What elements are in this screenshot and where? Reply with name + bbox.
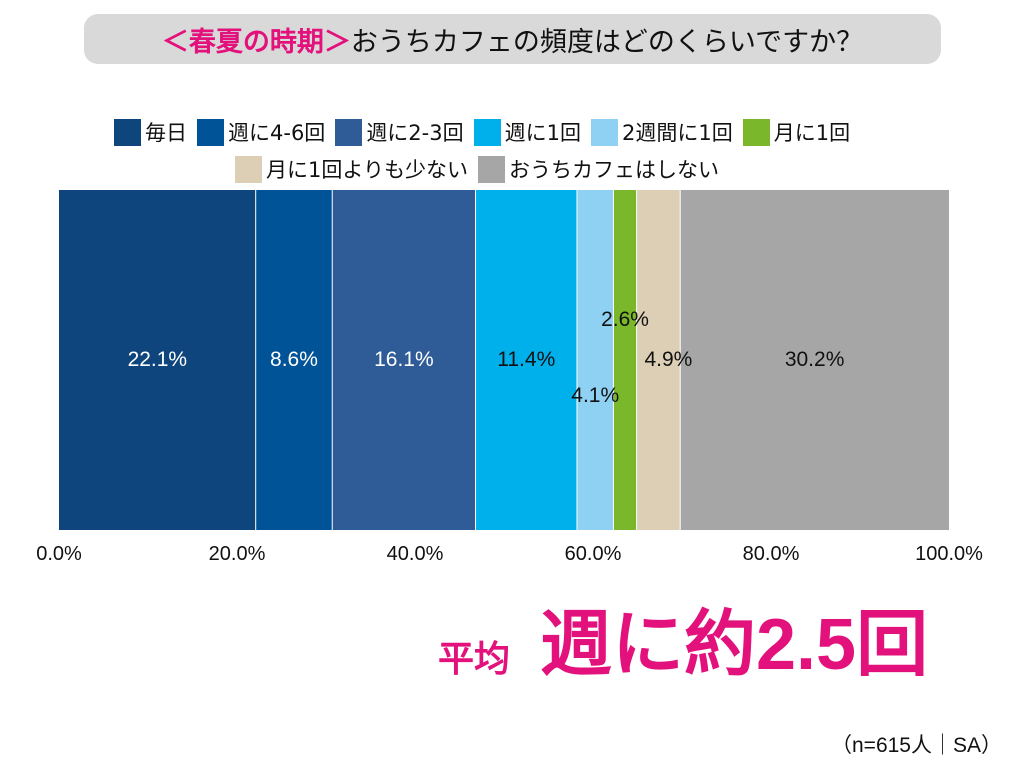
value-label-5: 4.1% <box>571 384 619 407</box>
x-tick-label: 20.0% <box>209 543 266 565</box>
value-label-7: 4.9% <box>644 348 692 371</box>
bar-segment-8 <box>680 190 949 530</box>
legend-swatch <box>114 118 141 146</box>
bar-segment-1 <box>59 190 256 530</box>
x-tick-label: 0.0% <box>36 543 82 565</box>
value-label-3: 16.1% <box>374 348 434 371</box>
x-tick-label: 80.0% <box>743 543 800 565</box>
legend-label: 週に1回 <box>504 121 581 145</box>
x-tick-label: 40.0% <box>387 543 444 565</box>
stacked-bar-chart: 22.1% 8.6% 16.1% 11.4% 4.1% 2.6% 4.9% 30.2% 0.0… <box>36 190 983 565</box>
legend-item-2-3-weekly: 週に2-3回 <box>335 117 464 147</box>
bar-segment-2 <box>255 190 333 530</box>
bar-segment-6 <box>613 190 637 530</box>
legend-label: 週に4-6回 <box>228 121 326 145</box>
value-label-6: 2.6% <box>601 308 649 331</box>
legend-label: 月に1回 <box>773 121 851 145</box>
legend-item-daily: 毎日 <box>114 117 187 147</box>
legend-item-4-6-weekly: 週に4-6回 <box>197 117 325 147</box>
legend-swatch <box>235 155 262 183</box>
value-label-2: 8.6% <box>270 348 318 371</box>
legend-swatch <box>591 118 618 146</box>
bar-segment-4 <box>475 190 577 530</box>
legend-swatch <box>473 118 501 146</box>
value-labels: 22.1% 8.6% 16.1% 11.4% 4.1% 2.6% 4.9% 30.2% <box>128 308 845 407</box>
legend-label: 2週間に1回 <box>622 121 733 145</box>
legend-label: 毎日 <box>145 121 187 145</box>
legend-item-less-than-monthly: 月に1回よりも少ない <box>235 154 468 184</box>
legend: 毎日 週に4-6回 週に2-3回 週に1回 2週間に1回 月に1回 <box>114 117 850 147</box>
sample-note: （n=615人｜SA） <box>831 734 1002 757</box>
value-label-4: 11.4% <box>497 348 555 371</box>
legend-continued: 月に1回よりも少ない おうちカフェはしない <box>235 154 719 184</box>
legend-swatch <box>197 118 224 146</box>
title-question: おうちカフェの頻度はどのくらいですか？ <box>350 26 864 58</box>
x-axis: 0.0% 20.0% 40.0% 60.0% 80.0% 100.0% <box>36 543 983 565</box>
legend-item-weekly: 週に1回 <box>473 117 581 147</box>
legend-swatch <box>477 155 505 183</box>
bar-segment-5 <box>576 190 614 530</box>
legend-label: おうちカフェはしない <box>508 158 719 182</box>
value-label-8: 30.2% <box>785 348 845 371</box>
value-label-1: 22.1% <box>128 348 188 371</box>
legend-label: 月に1回よりも少ない <box>266 158 468 182</box>
legend-swatch <box>335 118 363 146</box>
title-period: ＜春夏の時期＞ <box>161 26 351 58</box>
bar-segment-3 <box>332 190 476 530</box>
average-label: 平均 <box>438 638 511 679</box>
x-tick-label: 60.0% <box>565 543 622 565</box>
x-tick-label: 100.0% <box>915 543 983 565</box>
legend-swatch <box>742 118 770 146</box>
legend-item-monthly: 月に1回 <box>742 117 851 147</box>
legend-label: 週に2-3回 <box>366 121 464 145</box>
legend-item-biweekly: 2週間に1回 <box>591 117 733 147</box>
bar-segment-7 <box>636 190 681 530</box>
average-value: 週に約2.5回 <box>540 605 929 685</box>
legend-item-never: おうちカフェはしない <box>477 154 719 184</box>
bar-segments <box>59 190 949 530</box>
chart-title: ＜春夏の時期＞ おうちカフェの頻度はどのくらいですか？ <box>84 14 941 64</box>
